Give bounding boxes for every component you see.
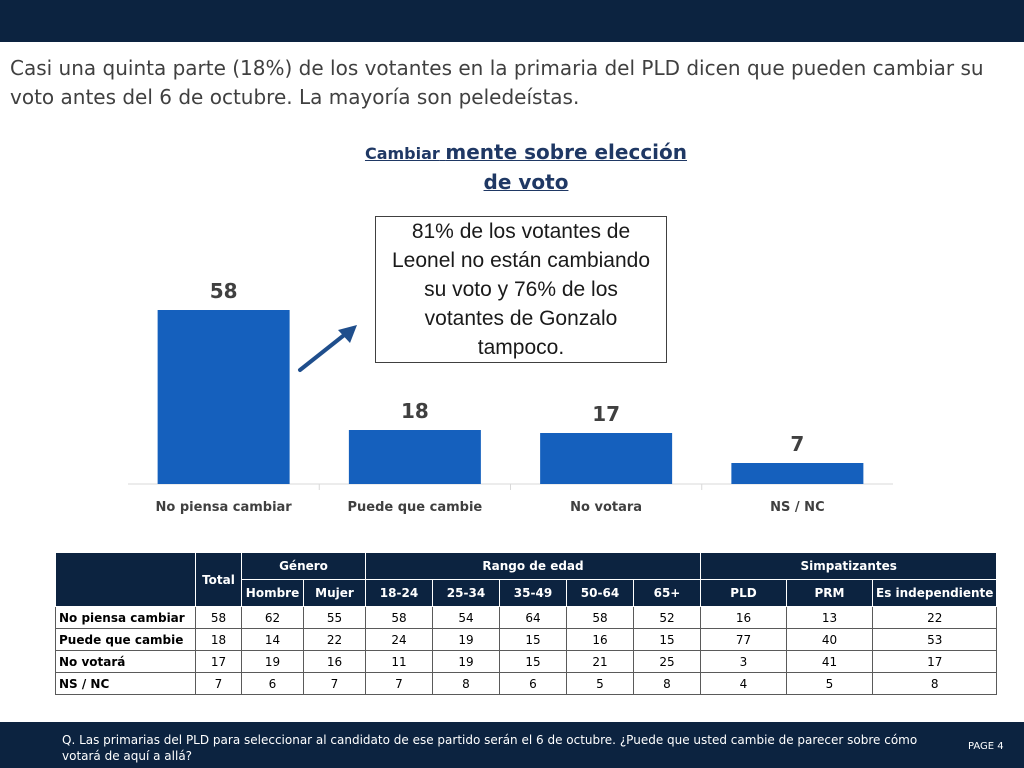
table-row: NS / NC 7 6 7 7 8 6 5 8 4 5 8 (55, 672, 998, 695)
table-column-header: Es independiente (871, 579, 998, 607)
table-cell: 19 (432, 628, 500, 651)
table-cell: 24 (365, 628, 433, 651)
bar-3 (731, 463, 864, 484)
bar-group: 58 No piensa cambiar 18 Puede que cambie 17 N… (156, 279, 864, 515)
table-corner-cell (55, 552, 196, 607)
table-cell: 62 (241, 606, 304, 629)
table-column-header: 25-34 (432, 579, 500, 607)
table-cell: 17 (871, 650, 998, 673)
chart-title-part2: mente sobre elección de voto (445, 140, 688, 194)
table-cell: 58 (566, 606, 634, 629)
table-cell: 21 (566, 650, 634, 673)
table-group-header: Rango de edad (365, 552, 701, 580)
x-tick-label-3: NS / NC (770, 500, 824, 515)
table-group-header: Simpatizantes (699, 552, 998, 580)
table-header-total: Total (195, 552, 242, 607)
table-cell: 58 (365, 606, 433, 629)
table-cell: 22 (871, 606, 998, 629)
table-cell: 8 (432, 672, 500, 695)
x-tick-label-0: No piensa cambiar (156, 500, 293, 515)
table-cell: 17 (195, 650, 242, 673)
table-cell: 5 (786, 672, 873, 695)
table-column-header: Hombre (241, 579, 304, 607)
table-cell: 25 (633, 650, 701, 673)
table-cell: 54 (432, 606, 500, 629)
table-cell: 5 (566, 672, 634, 695)
table-cell: 16 (700, 606, 787, 629)
table-cell: 52 (633, 606, 701, 629)
table-cell: 11 (365, 650, 433, 673)
table-cell: 4 (700, 672, 787, 695)
bar-2 (540, 433, 673, 484)
table-cell: 7 (195, 672, 242, 695)
table-cell: 15 (633, 628, 701, 651)
x-tick-label-1: Puede que cambie (347, 500, 482, 515)
page-headline: Casi una quinta parte (18%) de los votan… (10, 56, 984, 109)
table-row: Puede que cambie 18 14 22 24 19 15 16 15 77 40 53 (55, 628, 998, 651)
table-cell: 41 (786, 650, 873, 673)
table-column-header: PLD (700, 579, 787, 607)
callout-box: 81% de los votantes de Leonel no están c… (375, 216, 667, 363)
table-cell: 8 (633, 672, 701, 695)
table-cell: 3 (700, 650, 787, 673)
callout-arrowhead (338, 325, 357, 343)
table-cell: 19 (241, 650, 304, 673)
table-cell: 7 (365, 672, 433, 695)
table-cell: 8 (871, 672, 998, 695)
table-cell: 64 (499, 606, 567, 629)
chart-title-part1: Cambiar (364, 144, 440, 163)
table-cell: 7 (303, 672, 366, 695)
table-column-header: PRM (786, 579, 873, 607)
table-cell: 53 (871, 628, 998, 651)
question-footnote: Q. Las primarias del PLD para selecciona… (62, 733, 918, 763)
bottom-banner (0, 722, 1024, 768)
table-cell: 16 (303, 650, 366, 673)
table-cell: 19 (432, 650, 500, 673)
page-number: PAGE 4 (968, 741, 1004, 752)
table-cell: 40 (786, 628, 873, 651)
table-column-header: 35-49 (499, 579, 567, 607)
bar-0 (157, 310, 290, 484)
chart-title: Cambiar mente sobre elección de voto (356, 138, 696, 198)
table-cell: 6 (499, 672, 567, 695)
table-row-label: Puede que cambie (55, 628, 196, 651)
table-cell: 13 (786, 606, 873, 629)
data-label-3: 7 (790, 432, 804, 456)
table-row-label: No piensa cambiar (55, 606, 196, 629)
table-cell: 55 (303, 606, 366, 629)
table-column-header: 18-24 (365, 579, 433, 607)
data-label-0: 58 (210, 279, 238, 303)
crosstab-table: Total Género Rango de edad Simpatizantes Ho… (55, 552, 998, 695)
table-column-header: 65+ (633, 579, 701, 607)
bar-chart: 58 No piensa cambiar 18 Puede que cambie 17 N… (128, 279, 893, 515)
table-cell: 77 (700, 628, 787, 651)
table-cell: 15 (499, 628, 567, 651)
table-row-label: NS / NC (55, 672, 196, 695)
table-cell: 22 (303, 628, 366, 651)
table-cell: 14 (241, 628, 304, 651)
data-label-2: 17 (592, 402, 620, 426)
table-column-header: Mujer (303, 579, 366, 607)
table-row: No votará 17 19 16 11 19 15 21 25 3 41 17 (55, 650, 998, 673)
data-label-1: 18 (401, 399, 429, 423)
table-cell: 18 (195, 628, 242, 651)
top-banner (0, 0, 1024, 42)
table-row: No piensa cambiar 58 62 55 58 54 64 58 52 16 13 22 (55, 606, 998, 629)
table-cell: 58 (195, 606, 242, 629)
bar-1 (348, 430, 481, 484)
table-cell: 16 (566, 628, 634, 651)
table-group-header: Género (241, 552, 366, 580)
callout-arrow (298, 330, 350, 372)
x-tick-label-2: No votara (570, 500, 642, 515)
table-column-header: 50-64 (566, 579, 634, 607)
table-row-label: No votará (55, 650, 196, 673)
table-cell: 15 (499, 650, 567, 673)
table-cell: 6 (241, 672, 304, 695)
